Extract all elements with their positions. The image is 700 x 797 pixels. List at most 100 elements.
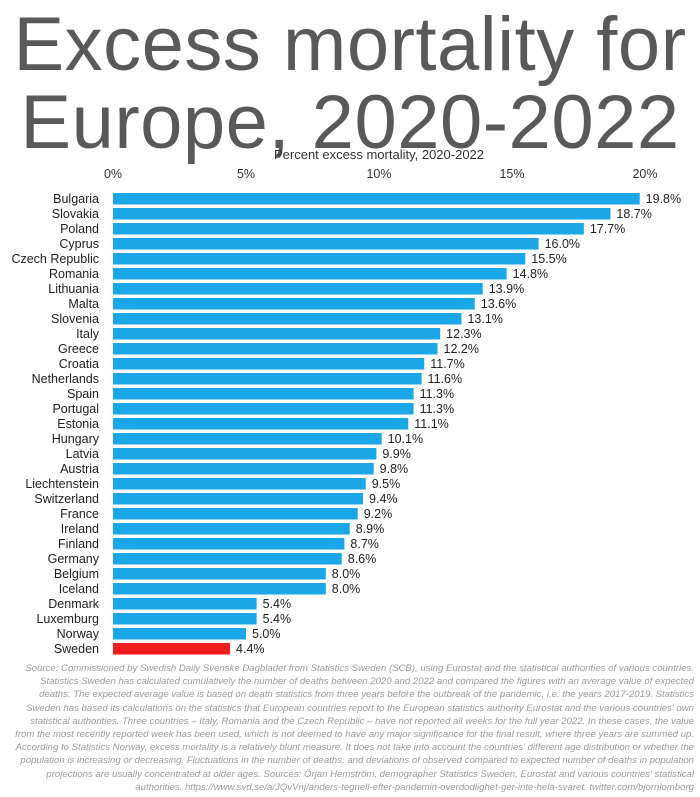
category-label: Ireland bbox=[61, 522, 99, 536]
bar bbox=[113, 508, 358, 520]
bar bbox=[113, 643, 231, 655]
category-label: Norway bbox=[57, 627, 100, 641]
category-label: Portugal bbox=[52, 402, 99, 416]
data-label: 13.1% bbox=[467, 312, 502, 326]
data-label: 14.8% bbox=[513, 267, 548, 281]
category-label: Greece bbox=[58, 342, 99, 356]
bar bbox=[113, 268, 507, 280]
data-label: 17.7% bbox=[590, 222, 625, 236]
data-label: 4.4% bbox=[236, 642, 264, 656]
source-note: Source: Commissioned by Swedish Daily Sv… bbox=[15, 663, 694, 793]
category-label: Liechtenstein bbox=[25, 477, 99, 491]
data-label: 5.0% bbox=[252, 627, 281, 641]
x-tick-label: 5% bbox=[237, 167, 255, 181]
data-label: 12.3% bbox=[446, 327, 481, 341]
chart-title-line-2: Europe, 2020-2022 bbox=[20, 80, 680, 165]
category-label: Latvia bbox=[66, 447, 99, 461]
data-label: 8.7% bbox=[350, 537, 379, 551]
category-label: Hungary bbox=[52, 432, 100, 446]
data-label: 11.3% bbox=[420, 402, 455, 416]
category-label: Czech Republic bbox=[11, 252, 99, 266]
bar bbox=[113, 568, 326, 580]
data-label: 11.3% bbox=[420, 387, 455, 401]
bar bbox=[113, 343, 438, 355]
data-label: 10.1% bbox=[388, 432, 423, 446]
category-label: Germany bbox=[48, 552, 100, 566]
category-label: Estonia bbox=[57, 417, 99, 431]
data-label: 9.2% bbox=[364, 507, 393, 521]
category-label: Cyprus bbox=[59, 237, 99, 251]
data-label: 8.9% bbox=[356, 522, 385, 536]
data-label: 18.7% bbox=[616, 207, 651, 221]
category-label: Slovakia bbox=[52, 207, 99, 221]
bar bbox=[113, 193, 640, 205]
bar bbox=[113, 523, 350, 535]
bar bbox=[113, 418, 409, 430]
bar bbox=[113, 298, 475, 310]
bar bbox=[113, 283, 483, 295]
category-label: Belgium bbox=[54, 567, 99, 581]
category-label: Malta bbox=[68, 297, 99, 311]
data-labels: 19.8%18.7%17.7% 16.0%15.5%14.8%13.9%13.6%… bbox=[236, 192, 681, 656]
category-label: Switzerland bbox=[34, 492, 99, 506]
bar bbox=[113, 463, 374, 475]
bar bbox=[113, 208, 611, 220]
bars bbox=[113, 193, 640, 655]
data-label: 5.4% bbox=[263, 597, 292, 611]
chart-title-line-1: Excess mortality for bbox=[13, 2, 687, 87]
data-label: 8.0% bbox=[332, 582, 361, 596]
data-label: 11.7% bbox=[430, 357, 465, 371]
bar bbox=[113, 538, 345, 550]
category-label: Spain bbox=[67, 387, 99, 401]
data-label: 11.6% bbox=[428, 372, 463, 386]
data-label: 9.9% bbox=[382, 447, 411, 461]
data-label: 9.8% bbox=[380, 462, 409, 476]
category-label: Romania bbox=[49, 267, 99, 281]
bar bbox=[113, 403, 414, 415]
bar bbox=[113, 583, 326, 595]
category-label: Denmark bbox=[48, 597, 99, 611]
x-axis-ticks: 0% 5% 10% 15% 20% bbox=[104, 167, 658, 181]
bar bbox=[113, 358, 425, 370]
data-label: 13.9% bbox=[489, 282, 524, 296]
x-tick-label: 20% bbox=[632, 167, 657, 181]
bar bbox=[113, 253, 526, 265]
bar bbox=[113, 328, 441, 340]
bar bbox=[113, 598, 257, 610]
bar bbox=[113, 448, 377, 460]
category-label: Lithuania bbox=[48, 282, 99, 296]
x-tick-label: 10% bbox=[366, 167, 391, 181]
category-label: Finland bbox=[58, 537, 99, 551]
category-label: Croatia bbox=[59, 357, 99, 371]
bar bbox=[113, 223, 584, 235]
category-label: Luxemburg bbox=[36, 612, 99, 626]
data-label: 15.5% bbox=[531, 252, 566, 266]
x-axis-label: Percent excess mortality, 2020-2022 bbox=[274, 147, 484, 162]
category-label: Italy bbox=[76, 327, 100, 341]
x-tick-label: 0% bbox=[104, 167, 122, 181]
bar bbox=[113, 388, 414, 400]
x-tick-label: 15% bbox=[499, 167, 524, 181]
data-label: 11.1% bbox=[414, 417, 449, 431]
data-label: 8.6% bbox=[348, 552, 377, 566]
category-label: Austria bbox=[60, 462, 99, 476]
bar bbox=[113, 238, 539, 250]
bar bbox=[113, 613, 257, 625]
data-label: 8.0% bbox=[332, 567, 361, 581]
bar bbox=[113, 433, 382, 445]
bar bbox=[113, 493, 364, 505]
category-label: France bbox=[60, 507, 99, 521]
bar bbox=[113, 313, 462, 325]
bar bbox=[113, 553, 342, 565]
category-label: Sweden bbox=[54, 642, 99, 656]
category-label: Slovenia bbox=[51, 312, 99, 326]
bar bbox=[113, 628, 246, 640]
data-label: 16.0% bbox=[545, 237, 580, 251]
category-label: Iceland bbox=[59, 582, 99, 596]
data-label: 9.5% bbox=[372, 477, 401, 491]
bar bbox=[113, 373, 422, 385]
data-label: 12.2% bbox=[444, 342, 479, 356]
category-label: Poland bbox=[60, 222, 99, 236]
data-label: 19.8% bbox=[646, 192, 681, 206]
